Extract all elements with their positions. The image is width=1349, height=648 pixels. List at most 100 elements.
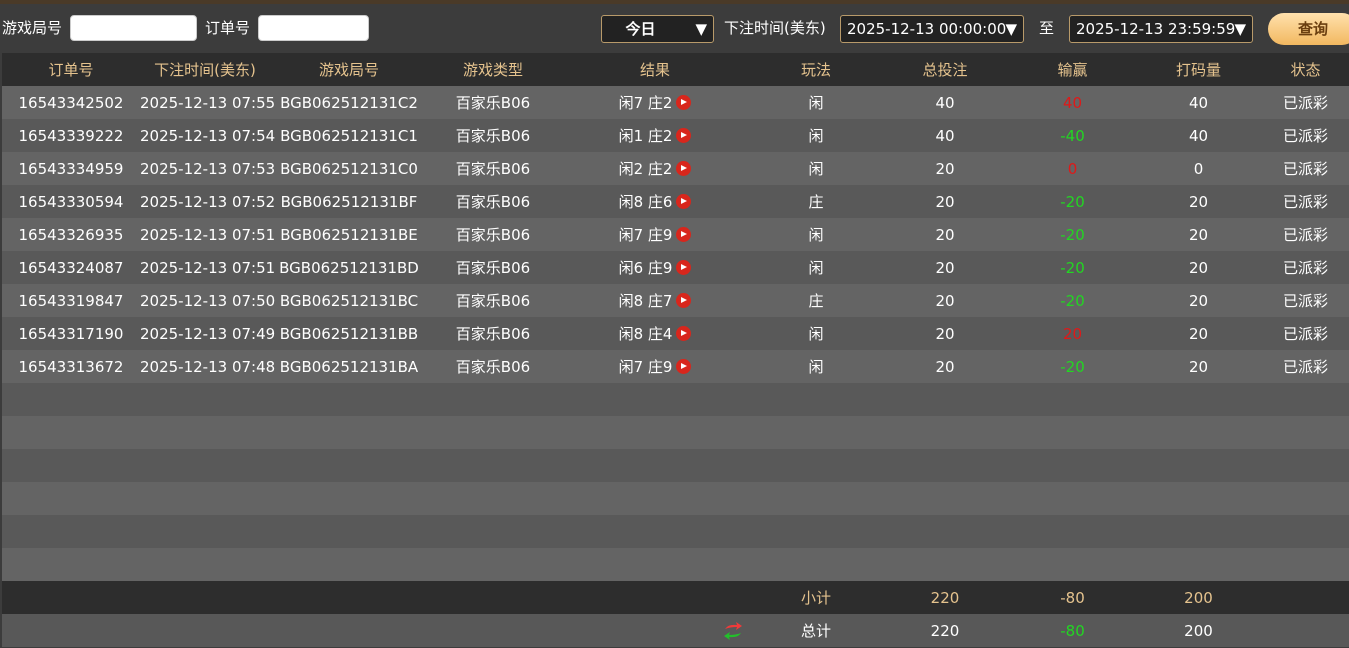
cell-text: 闲8 庄6 [618, 193, 673, 211]
cell-2: BGB062512131C0 [270, 152, 428, 185]
cell-4: 闲1 庄2 [558, 119, 752, 152]
cell-text: 百家乐B06 [455, 325, 531, 343]
cell-text: 40 [1062, 93, 1083, 112]
cell-text: 百家乐B06 [455, 160, 531, 178]
cell-text: 百家乐B06 [455, 292, 531, 310]
subtotal-bet: 220 [880, 581, 1010, 614]
column-header: 输赢 [1010, 53, 1135, 86]
cell-9: 已派彩 [1262, 350, 1349, 383]
play-video-icon[interactable] [676, 359, 692, 374]
cell-7: -20 [1010, 350, 1135, 383]
order-label: 订单号 [205, 19, 251, 37]
play-video-icon[interactable] [676, 194, 692, 209]
cell-5: 庄 [752, 284, 880, 317]
cell-text: 16543342502 [18, 93, 124, 112]
cell-7: 20 [1010, 317, 1135, 350]
chevron-down-icon: ▼ [1234, 20, 1246, 38]
table-row[interactable]: 16543326935 2025-12-13 07:51 BGB062512131B… [2, 218, 1349, 251]
cell-1: 2025-12-13 07:49 [140, 317, 275, 350]
cell-6: 20 [880, 350, 1010, 383]
play-video-icon[interactable] [676, 260, 692, 275]
cell-text: 16543339222 [18, 126, 124, 145]
cell-text: -20 [1060, 258, 1085, 277]
cell-text: 庄 [808, 193, 824, 211]
empty-row [2, 416, 1349, 449]
play-video-icon[interactable] [676, 128, 692, 143]
table-row[interactable]: 16543324087 2025-12-13 07:51 BGB062512131B… [2, 251, 1349, 284]
cell-7: -20 [1010, 218, 1135, 251]
cell-2: BGB062512131BA [270, 350, 428, 383]
time-label: 下注时间(美东) [724, 19, 826, 37]
table-row[interactable]: 16543317190 2025-12-13 07:49 BGB062512131B… [2, 317, 1349, 350]
cell-text: 16543319847 [18, 291, 124, 310]
cell-text: 百家乐B06 [455, 358, 531, 376]
cell-text: BGB062512131C2 [280, 93, 418, 112]
cell-text: 20 [1188, 225, 1209, 244]
cell-text: 闲7 庄9 [618, 226, 673, 244]
cell-text: -20 [1060, 192, 1085, 211]
cell-2: BGB062512131C1 [270, 119, 428, 152]
order-input[interactable] [258, 15, 369, 41]
cell-text: 0 [1193, 159, 1204, 178]
table-row[interactable]: 16543330594 2025-12-13 07:52 BGB062512131B… [2, 185, 1349, 218]
cell-text: 闲 [808, 358, 824, 376]
cell-3: 百家乐B06 [428, 119, 558, 152]
cell-text: 2025-12-13 07:49 [140, 324, 276, 343]
play-video-icon[interactable] [676, 95, 692, 110]
column-header: 下注时间(美东) [140, 53, 270, 86]
cell-text: 16543334959 [18, 159, 124, 178]
cell-5: 闲 [752, 86, 880, 119]
play-video-icon[interactable] [676, 227, 692, 242]
table-row[interactable]: 16543313672 2025-12-13 07:48 BGB062512131B… [2, 350, 1349, 383]
table-row[interactable]: 16543339222 2025-12-13 07:54 BGB062512131C… [2, 119, 1349, 152]
start-time-select[interactable]: 2025-12-13 00:00:00 ▼ [840, 15, 1024, 43]
round-input[interactable] [70, 15, 197, 41]
cell-9: 已派彩 [1262, 119, 1349, 152]
cell-text: BGB062512131BF [280, 192, 418, 211]
cell-text: BGB062512131BD [279, 258, 419, 277]
cell-text: 16543326935 [18, 225, 124, 244]
cell-text: 16543330594 [18, 192, 124, 211]
cell-text: 闲8 庄7 [618, 292, 673, 310]
cell-4: 闲7 庄9 [558, 350, 752, 383]
cell-text: -20 [1060, 291, 1085, 310]
column-header: 打码量 [1135, 53, 1262, 86]
cell-5: 闲 [752, 152, 880, 185]
cell-5: 闲 [752, 350, 880, 383]
cell-text: 20 [1062, 324, 1083, 343]
cell-8: 20 [1135, 317, 1262, 350]
range-select[interactable]: 今日 ▼ [601, 15, 714, 43]
cell-text: BGB062512131C0 [280, 159, 418, 178]
table-row[interactable]: 16543319847 2025-12-13 07:50 BGB062512131B… [2, 284, 1349, 317]
cell-4: 闲8 庄6 [558, 185, 752, 218]
total-valid: 200 [1135, 614, 1262, 647]
cell-text: 40 [1188, 126, 1209, 145]
end-time-select[interactable]: 2025-12-13 23:59:59 ▼ [1069, 15, 1253, 43]
cell-0: 16543324087 [2, 251, 140, 284]
play-video-icon[interactable] [676, 293, 692, 308]
cell-text: BGB062512131BC [279, 291, 419, 310]
cell-2: BGB062512131BE [270, 218, 428, 251]
table-row[interactable]: 16543334959 2025-12-13 07:53 BGB062512131C… [2, 152, 1349, 185]
table-row[interactable]: 16543342502 2025-12-13 07:55 BGB062512131C… [2, 86, 1349, 119]
play-video-icon[interactable] [676, 326, 692, 341]
cell-text: 已派彩 [1282, 259, 1328, 277]
refresh-icon[interactable] [722, 620, 744, 642]
play-video-icon[interactable] [676, 161, 692, 176]
query-button[interactable]: 查询 [1268, 13, 1349, 45]
cell-8: 20 [1135, 218, 1262, 251]
cell-7: -20 [1010, 251, 1135, 284]
cell-text: 20 [935, 357, 955, 376]
cell-1: 2025-12-13 07:51 [140, 251, 275, 284]
cell-text: 闲2 庄2 [618, 160, 673, 178]
chevron-down-icon: ▼ [1005, 20, 1017, 38]
subtotal-label: 小计 [752, 581, 880, 614]
cell-text: 百家乐B06 [455, 226, 531, 244]
cell-text: 已派彩 [1282, 292, 1328, 310]
cell-text: 闲6 庄9 [618, 259, 673, 277]
cell-text: 20 [935, 225, 955, 244]
cell-text: BGB062512131BB [279, 324, 419, 343]
cell-9: 已派彩 [1262, 251, 1349, 284]
filter-bar: 游戏局号 订单号 今日 ▼ 下注时间(美东) 2025-12-13 00:00:0… [0, 4, 1349, 52]
cell-0: 16543313672 [2, 350, 140, 383]
